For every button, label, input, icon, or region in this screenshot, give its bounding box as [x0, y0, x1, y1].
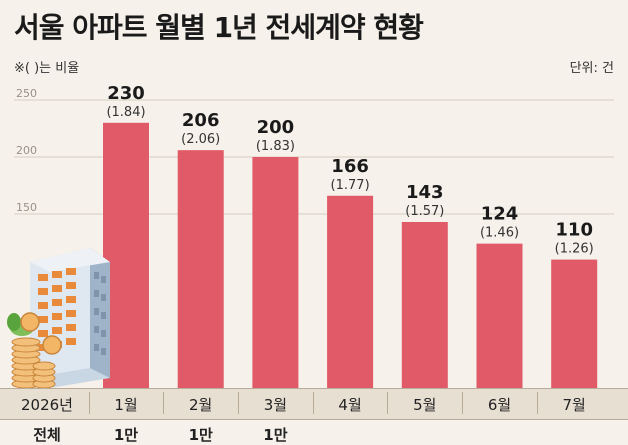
month-label: 5월 — [413, 396, 437, 414]
column-divider — [238, 392, 240, 414]
column-divider — [536, 392, 538, 414]
bottom-table: 2026년 1월 2월 3월 4월 5월 6월 7월 전체 1만 1만 1만 — [0, 388, 628, 444]
column-divider — [312, 392, 314, 414]
month-label: 3월 — [263, 396, 288, 414]
bar-2 — [177, 150, 224, 388]
bar-ratio-label: (1.57) — [405, 204, 444, 219]
bar-7 — [551, 259, 598, 388]
unit-label: 단위: 건 — [569, 61, 614, 76]
bar-ratio-label: (1.84) — [106, 105, 145, 120]
bar-value-label: 230 — [107, 83, 145, 104]
month-label: 4월 — [338, 396, 362, 414]
bar-6 — [476, 243, 523, 388]
bar-value-label: 206 — [182, 110, 220, 131]
bar-ratio-label: (1.46) — [480, 226, 519, 241]
year-label: 2026년 — [21, 396, 73, 414]
bar-5 — [401, 221, 448, 388]
month-row — [0, 388, 628, 420]
bar-value-label: 200 — [257, 117, 295, 138]
bar-ratio-label: (2.06) — [181, 132, 220, 147]
bar-value-label: 143 — [406, 182, 444, 203]
y-tick-label: 200 — [16, 144, 37, 157]
y-tick-label: 150 — [16, 201, 37, 214]
month-label: 1월 — [114, 396, 138, 414]
bar-layer — [103, 122, 598, 388]
bar-3 — [252, 157, 299, 388]
bar-1 — [103, 122, 149, 388]
bar-4 — [327, 195, 374, 388]
chart-title: 서울 아파트 월별 1년 전세계약 현황 — [14, 11, 424, 44]
column-divider — [88, 392, 90, 414]
second-row-value: 1만 — [263, 426, 288, 444]
column-divider — [462, 392, 464, 414]
column-divider — [387, 392, 389, 414]
second-row-value: 1만 — [113, 426, 139, 444]
month-label: 6월 — [487, 396, 512, 414]
bar-ratio-label: (1.77) — [331, 178, 370, 193]
bar-value-label: 110 — [555, 220, 593, 241]
bar-ratio-label: (1.83) — [256, 139, 295, 154]
coin-stack-icon — [7, 312, 62, 388]
month-label: 7월 — [562, 396, 586, 414]
bar-ratio-label: (1.26) — [555, 242, 594, 257]
second-row-label: 전체 — [33, 426, 61, 444]
second-row-value: 1만 — [188, 426, 213, 444]
bar-value-label: 166 — [331, 156, 369, 177]
ratio-note: ※( )는 비율 — [14, 61, 80, 76]
column-divider — [163, 392, 165, 414]
label-layer: 230(1.84) 206(2.06)200(1.83)166(1.77) 143(… — [106, 83, 593, 257]
month-label: 2월 — [189, 396, 213, 414]
bar-value-label: 124 — [481, 204, 519, 225]
y-tick-label: 250 — [16, 87, 37, 100]
